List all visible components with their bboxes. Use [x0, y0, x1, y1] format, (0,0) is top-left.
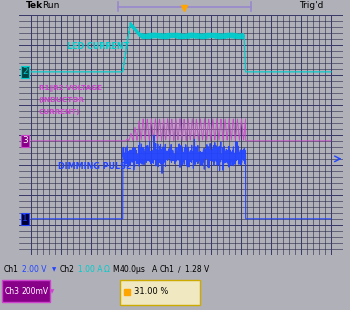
- Text: 40.0μs: 40.0μs: [120, 265, 146, 274]
- Text: M: M: [112, 265, 119, 274]
- Text: (INDUCTOR: (INDUCTOR: [39, 97, 85, 103]
- Text: Run: Run: [42, 2, 59, 11]
- Text: 1: 1: [22, 214, 28, 223]
- Text: LED CURRENT: LED CURRENT: [67, 42, 130, 51]
- Text: Ch1: Ch1: [160, 265, 175, 274]
- Text: ▼: ▼: [52, 267, 56, 272]
- Text: Ch2: Ch2: [60, 265, 75, 274]
- Text: 1.00 A: 1.00 A: [78, 265, 103, 274]
- Bar: [2, 280, 50, 302]
- Text: DIMMING PULSE: DIMMING PULSE: [58, 162, 132, 171]
- Text: Ω: Ω: [104, 265, 110, 274]
- Text: Ch3: Ch3: [5, 287, 20, 296]
- Text: ∕: ∕: [178, 265, 181, 274]
- Text: Tek: Tek: [26, 2, 43, 11]
- Text: 1.28 V: 1.28 V: [185, 265, 209, 274]
- Text: A: A: [152, 265, 157, 274]
- Text: 2: 2: [22, 67, 28, 76]
- Text: ▼: ▼: [50, 290, 54, 294]
- Text: Ch1: Ch1: [4, 265, 19, 274]
- Text: 3: 3: [22, 136, 28, 145]
- Text: 31.00 %: 31.00 %: [134, 287, 168, 296]
- Text: CURRENT): CURRENT): [39, 109, 80, 115]
- Text: R1‖R2 VOLTAGE: R1‖R2 VOLTAGE: [39, 85, 102, 92]
- Text: 2.00 V: 2.00 V: [22, 265, 47, 274]
- Bar: [120, 280, 200, 305]
- Text: Trig'd: Trig'd: [299, 2, 323, 11]
- Text: 200mV: 200mV: [22, 287, 49, 296]
